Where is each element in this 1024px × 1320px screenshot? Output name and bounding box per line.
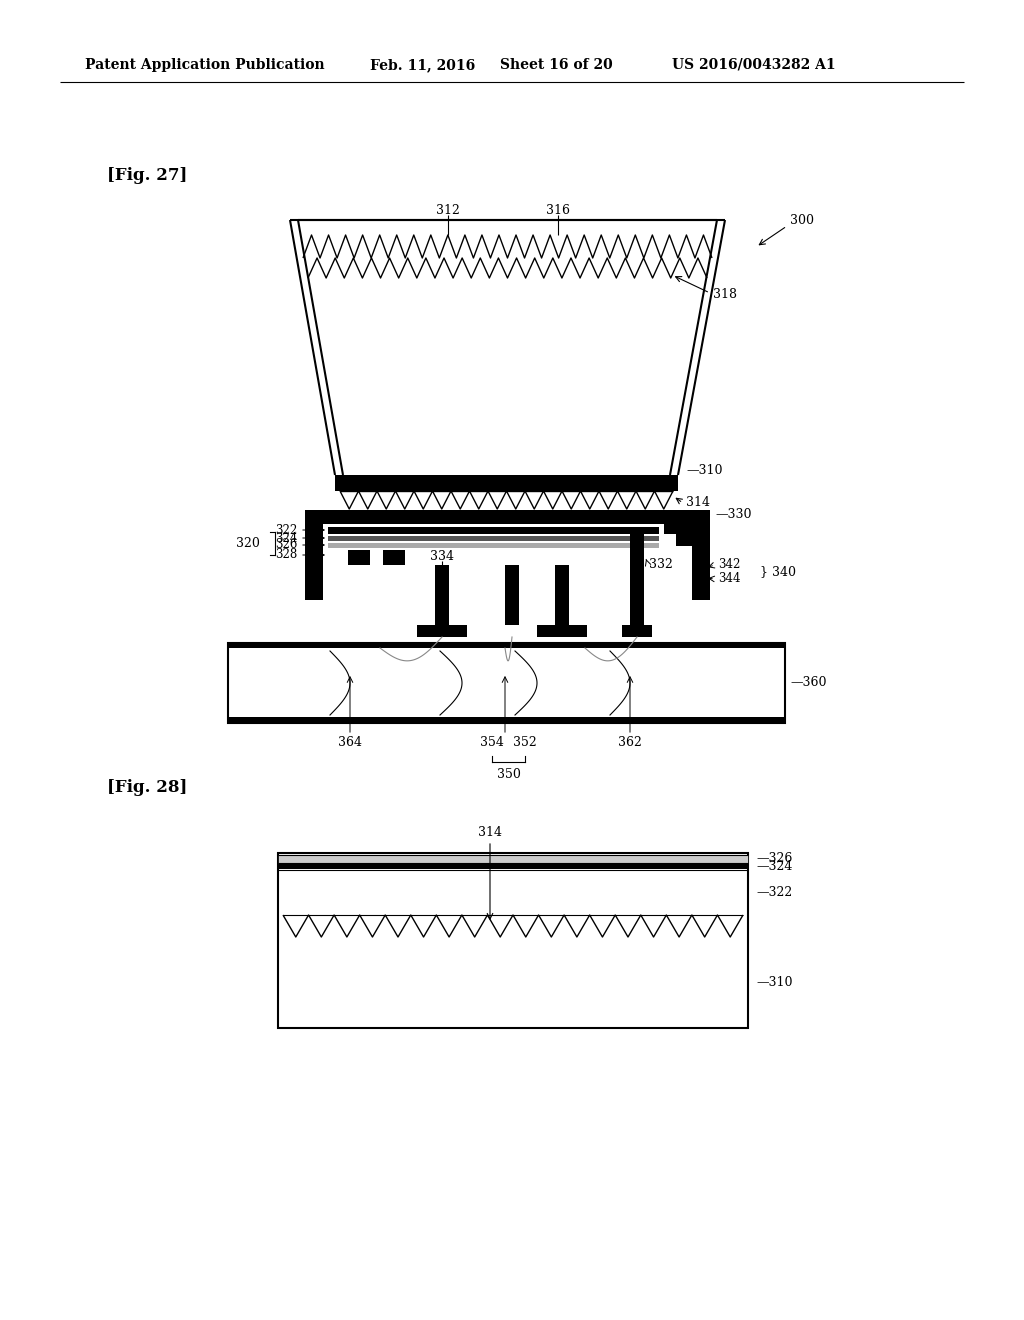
Bar <box>278 855 748 863</box>
Text: 362: 362 <box>618 737 642 750</box>
Text: 324: 324 <box>274 532 297 544</box>
Bar <box>228 717 785 723</box>
Text: 342: 342 <box>718 558 740 572</box>
Bar <box>555 565 569 624</box>
Bar <box>630 535 644 638</box>
Bar <box>664 524 692 535</box>
Bar <box>348 550 370 565</box>
Text: 334: 334 <box>430 550 454 564</box>
Bar <box>335 475 678 491</box>
Bar <box>417 624 467 638</box>
Text: 354: 354 <box>480 737 504 750</box>
Text: —324: —324 <box>756 859 793 873</box>
Bar <box>305 510 323 601</box>
Bar <box>305 510 710 524</box>
Bar <box>228 643 785 723</box>
Text: 364: 364 <box>338 737 362 750</box>
Text: 344: 344 <box>718 573 740 586</box>
Text: Feb. 11, 2016: Feb. 11, 2016 <box>370 58 475 73</box>
Text: 328: 328 <box>274 549 297 561</box>
Bar <box>328 527 659 535</box>
Text: [Fig. 28]: [Fig. 28] <box>106 780 187 796</box>
Text: —360: —360 <box>790 676 826 689</box>
Text: 320: 320 <box>237 537 260 550</box>
Text: 312: 312 <box>436 203 460 216</box>
Text: 300: 300 <box>790 214 814 227</box>
Text: Sheet 16 of 20: Sheet 16 of 20 <box>500 58 612 73</box>
Bar <box>278 865 748 869</box>
Text: —310: —310 <box>686 463 723 477</box>
Text: —310: —310 <box>756 975 793 989</box>
Text: 350: 350 <box>497 767 520 780</box>
Text: 326: 326 <box>274 539 297 552</box>
Bar <box>622 624 652 638</box>
Text: 318: 318 <box>713 289 737 301</box>
Text: } 340: } 340 <box>760 565 796 578</box>
Bar <box>676 535 692 546</box>
Bar <box>692 510 710 601</box>
Bar <box>537 624 587 638</box>
Bar <box>328 536 659 541</box>
Text: 352: 352 <box>513 737 537 750</box>
Text: Patent Application Publication: Patent Application Publication <box>85 58 325 73</box>
Bar <box>435 565 449 624</box>
Text: 316: 316 <box>546 203 570 216</box>
Bar <box>328 543 659 548</box>
Text: —326: —326 <box>756 853 793 866</box>
Bar <box>278 853 748 1028</box>
Text: [Fig. 27]: [Fig. 27] <box>106 166 187 183</box>
Bar <box>505 565 519 624</box>
Text: 314: 314 <box>686 496 710 510</box>
Text: —330: —330 <box>715 508 752 521</box>
Text: —322: —322 <box>756 886 793 899</box>
Bar <box>228 643 785 648</box>
Text: US 2016/0043282 A1: US 2016/0043282 A1 <box>672 58 836 73</box>
Text: 332: 332 <box>649 557 673 570</box>
Bar <box>383 550 406 565</box>
Text: 314: 314 <box>478 826 502 840</box>
Text: 322: 322 <box>274 524 297 536</box>
